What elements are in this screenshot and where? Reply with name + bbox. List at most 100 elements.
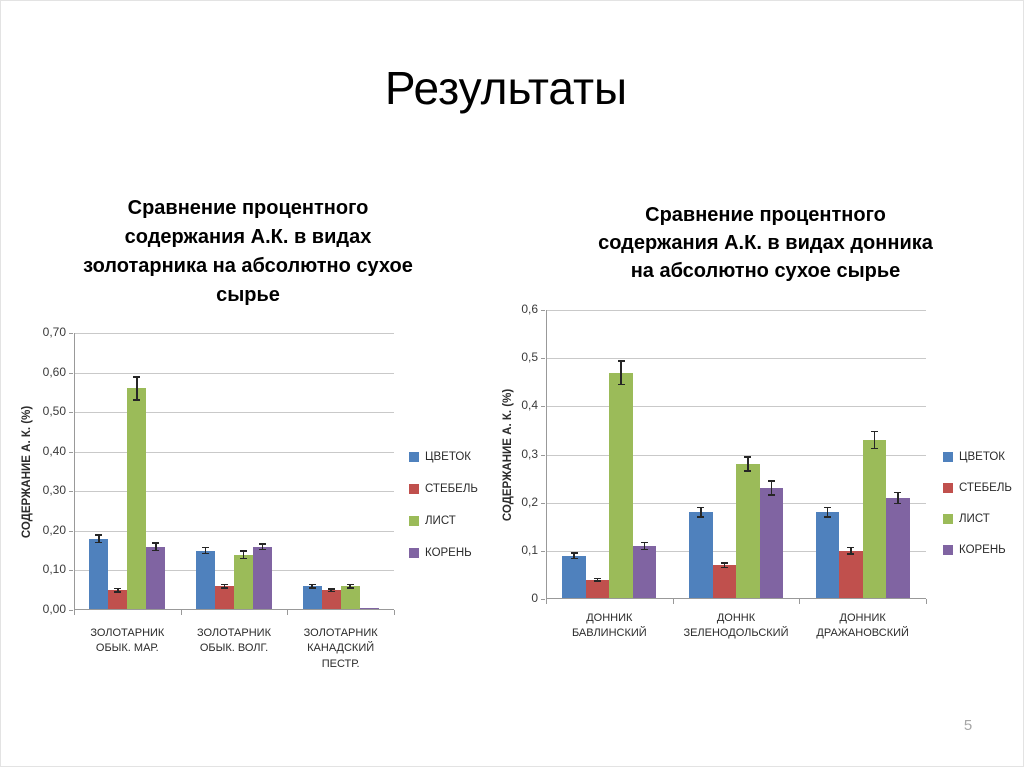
error-bar-cap-top [221, 583, 228, 586]
gridline [546, 310, 926, 311]
bar-лист-1 [234, 554, 253, 609]
error-bar-stem [204, 547, 207, 554]
bar-стебель-2 [839, 550, 863, 598]
gridline [74, 451, 394, 453]
bar-лист-2 [862, 440, 887, 598]
y-tick-mark [541, 599, 545, 600]
error-bar-cap-top [617, 360, 625, 362]
chart-title: Сравнение процентного содержания А.К. в … [83, 197, 413, 306]
error-bar-cap-bottom [744, 470, 752, 472]
error-bar-cap-top [641, 541, 649, 544]
error-bar-cap-bottom [133, 399, 141, 401]
error-bar-stem [897, 492, 899, 504]
y-axis-line [546, 310, 547, 599]
bar-лист-2 [340, 586, 360, 609]
error-bar-cap-bottom [114, 591, 122, 593]
plot-area [546, 310, 926, 599]
y-tick-mark [541, 502, 545, 504]
x-axis-line [546, 598, 926, 599]
error-bar-stem [155, 542, 157, 551]
error-bar-stem [261, 543, 264, 550]
legend-swatch-icon [409, 516, 419, 526]
bar-цветок-0 [89, 538, 109, 609]
error-bar-stem [723, 562, 725, 568]
error-bar-cap-bottom [259, 548, 266, 551]
x-tick-mark [394, 610, 395, 615]
chart-zolotarnik: Сравнение процентного содержания А.К. в … [19, 194, 519, 694]
bar-корень-2 [359, 608, 379, 609]
x-tick-mark [180, 610, 182, 615]
y-tick-label: 0,60 [42, 364, 66, 379]
y-tick-label: 0,1 [521, 542, 538, 557]
error-bar-stem [620, 360, 622, 385]
error-bar-stem [747, 456, 749, 472]
y-tick-mark [69, 372, 73, 374]
error-bar-cap-bottom [870, 447, 878, 450]
x-tick-mark [926, 599, 927, 604]
error-bar-cap-top [114, 587, 122, 590]
error-bar-stem [850, 547, 852, 555]
y-tick-mark [69, 412, 73, 414]
category-label: ЗОЛОТАРНИК КАНАДСКИЙ ПЕСТР. [303, 627, 378, 670]
error-bar-stem [596, 578, 599, 582]
error-bar-stem [242, 550, 245, 559]
error-bar-cap-bottom [346, 587, 354, 589]
error-bar-cap-top [720, 562, 728, 564]
y-tick-label: 0 [531, 591, 538, 605]
gridline [546, 454, 926, 456]
gridline [74, 333, 394, 334]
error-bar-cap-bottom [823, 516, 831, 518]
gridline [74, 530, 394, 532]
error-bar-stem [770, 480, 772, 496]
y-tick-label: 0,00 [42, 602, 66, 616]
legend-label: КОРЕНЬ [959, 544, 1006, 556]
bar-корень-1 [759, 488, 783, 598]
y-tick-label: 0,6 [521, 302, 538, 316]
error-bar-cap-bottom [847, 553, 855, 555]
x-axis-line [74, 609, 394, 610]
legend-swatch-icon [409, 484, 419, 494]
error-bar-cap-bottom [95, 541, 103, 544]
y-tick-label: 0,50 [42, 404, 66, 419]
error-bar-cap-top [152, 542, 160, 544]
y-tick-label: 0,70 [42, 325, 66, 339]
category-label: ДОННК ЗЕЛЕНОДОЛЬСКИЙ [683, 612, 789, 640]
error-bar-stem [98, 534, 100, 543]
error-bar-cap-top [202, 546, 209, 549]
y-tick-mark [69, 451, 73, 453]
error-bar-stem [700, 507, 702, 518]
y-tick-label: 0,40 [42, 443, 66, 458]
error-bar-stem [826, 507, 829, 518]
bar-цветок-2 [302, 586, 322, 609]
error-bar-stem [136, 376, 138, 401]
legend-swatch-icon [943, 452, 953, 462]
y-tick-mark [541, 406, 545, 408]
error-bar-cap-bottom [570, 557, 578, 560]
bar-стебель-0 [585, 579, 610, 598]
error-bar-cap-top [744, 456, 752, 458]
plot-area [74, 333, 394, 610]
legend-swatch-icon [943, 514, 953, 524]
error-bar-stem [117, 588, 119, 593]
y-tick-mark [69, 530, 73, 532]
y-tick-label: 0,2 [521, 494, 538, 509]
error-bar-cap-bottom [152, 549, 160, 552]
legend-swatch-icon [943, 483, 953, 493]
error-bar-stem [223, 584, 226, 589]
legend-item-стебель: СТЕБЕЛЬ [943, 482, 1012, 494]
error-bar-stem [330, 588, 332, 592]
category-label: ДОННИК ДРАЖАНОВСКИЙ [816, 612, 909, 640]
bar-корень-0 [146, 546, 166, 609]
error-bar-cap-top [570, 552, 578, 554]
y-tick-mark [541, 310, 545, 311]
error-bar-cap-bottom [308, 587, 316, 589]
legend-item-цветок: ЦВЕТОК [409, 451, 471, 463]
y-tick-mark [69, 333, 73, 334]
y-tick-label: 0,20 [42, 522, 66, 537]
y-axis-line [74, 333, 75, 610]
gridline [546, 406, 926, 408]
error-bar-cap-top [327, 588, 335, 590]
error-bar-stem [311, 584, 313, 589]
legend-item-стебель: СТЕБЕЛЬ [409, 483, 478, 495]
